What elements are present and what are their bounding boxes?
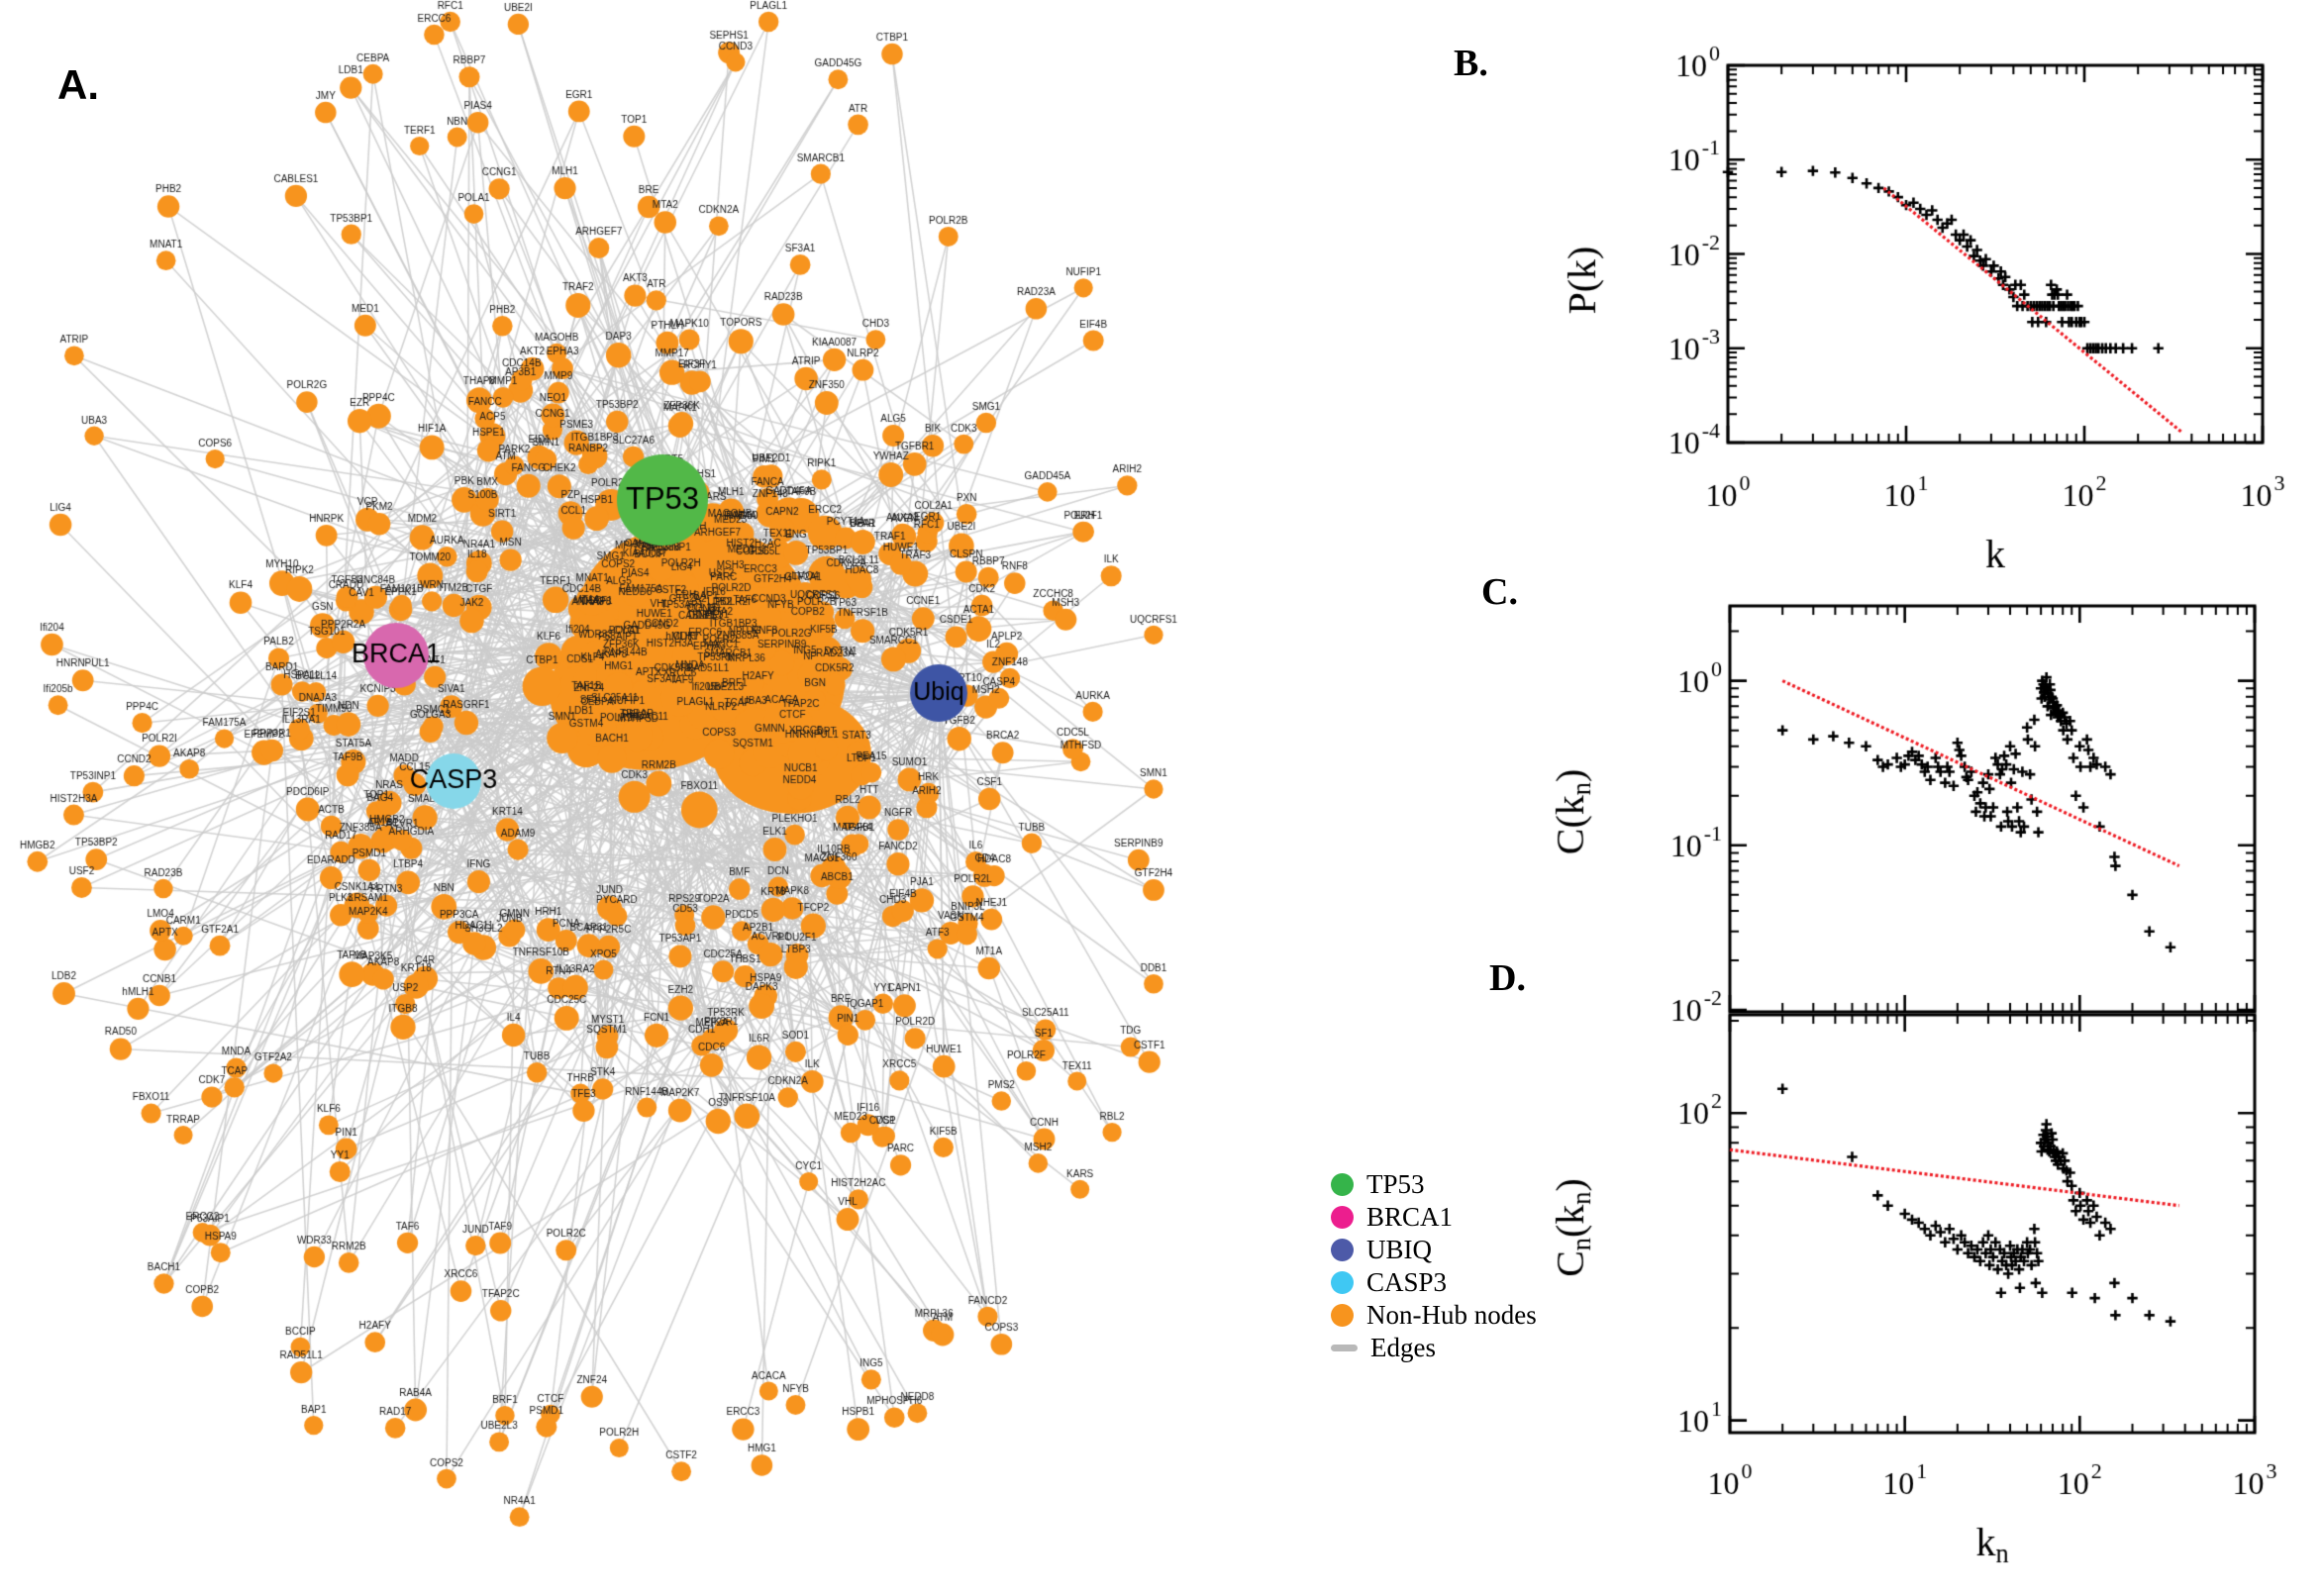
legend-item-brca1: BRCA1 bbox=[1331, 1202, 1537, 1232]
legend-edge-icon bbox=[1331, 1345, 1358, 1351]
panel-label-a: A. bbox=[57, 61, 99, 108]
legend-item-label: Edges bbox=[1370, 1333, 1436, 1362]
network-legend: TP53 BRCA1 UBIQ CASP3 Non-Hub nodes Edges bbox=[1331, 1169, 1537, 1362]
legend-dot-icon bbox=[1331, 1173, 1354, 1196]
legend-item-non-hub-nodes: Non-Hub nodes bbox=[1331, 1300, 1537, 1330]
panel-label-b: B. bbox=[1454, 43, 1488, 84]
legend-item-ubiq: UBIQ bbox=[1331, 1235, 1537, 1264]
legend-item-edges: Edges bbox=[1331, 1333, 1537, 1362]
legend-dot-icon bbox=[1331, 1304, 1354, 1327]
legend-dot-icon bbox=[1331, 1271, 1354, 1294]
legend-dot-icon bbox=[1331, 1206, 1354, 1229]
panel-label-d: D. bbox=[1489, 957, 1526, 999]
legend-item-label: UBIQ bbox=[1366, 1235, 1432, 1264]
legend-dot-icon bbox=[1331, 1239, 1354, 1261]
legend-item-label: Non-Hub nodes bbox=[1366, 1300, 1537, 1330]
legend-item-label: TP53 bbox=[1366, 1169, 1425, 1199]
legend-item-label: BRCA1 bbox=[1366, 1202, 1454, 1232]
legend-item-casp3: CASP3 bbox=[1331, 1267, 1537, 1297]
legend-item-label: CASP3 bbox=[1366, 1267, 1448, 1297]
panel-label-c: C. bbox=[1481, 571, 1518, 613]
legend-item-tp53: TP53 bbox=[1331, 1169, 1537, 1199]
